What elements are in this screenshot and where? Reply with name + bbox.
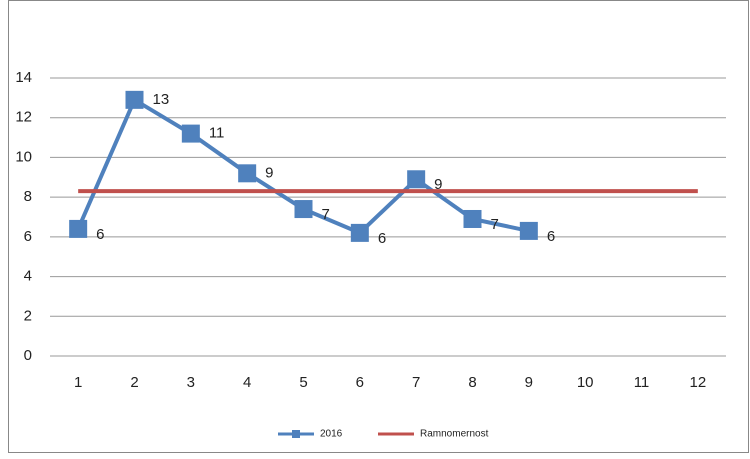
x-tick-label: 2 <box>130 374 138 391</box>
x-tick-label: 11 <box>634 374 650 391</box>
data-label: 6 <box>378 230 386 247</box>
marker <box>519 221 538 240</box>
marker <box>181 124 200 143</box>
marker <box>125 90 144 109</box>
legend-marker <box>292 430 300 438</box>
y-tick-label: 0 <box>24 347 32 364</box>
y-tick-label: 10 <box>15 148 32 165</box>
marker <box>407 170 426 189</box>
marker <box>69 219 88 238</box>
x-tick-label: 7 <box>412 374 420 391</box>
data-label: 13 <box>153 91 170 108</box>
x-tick-label: 5 <box>299 374 307 391</box>
data-label: 9 <box>434 176 442 193</box>
y-tick-label: 4 <box>24 268 32 285</box>
x-tick-label: 3 <box>187 374 195 391</box>
marker <box>350 223 369 242</box>
data-label: 6 <box>547 228 555 245</box>
x-tick-label: 10 <box>577 374 594 391</box>
data-label: 7 <box>322 206 330 223</box>
data-label: 6 <box>96 226 104 243</box>
x-tick-label: 8 <box>468 374 476 391</box>
marker <box>294 200 313 219</box>
x-tick-label: 1 <box>74 374 82 391</box>
legend-label: 2016 <box>320 429 343 440</box>
y-tick-label: 2 <box>24 307 32 324</box>
data-label: 11 <box>209 125 225 142</box>
x-tick-label: 6 <box>356 374 364 391</box>
y-tick-label: 8 <box>24 188 32 205</box>
y-tick-label: 6 <box>24 228 32 245</box>
y-tick-label: 12 <box>15 109 32 126</box>
data-label: 9 <box>265 164 273 181</box>
data-label: 7 <box>491 216 499 233</box>
legend-label: Ramnomernost <box>420 429 489 440</box>
x-tick-label: 4 <box>243 374 251 391</box>
chart-border <box>8 0 749 453</box>
x-tick-label: 9 <box>525 374 533 391</box>
x-tick-label: 12 <box>689 374 706 391</box>
marker <box>238 164 257 183</box>
y-tick-label: 14 <box>15 69 32 86</box>
marker <box>463 209 482 228</box>
